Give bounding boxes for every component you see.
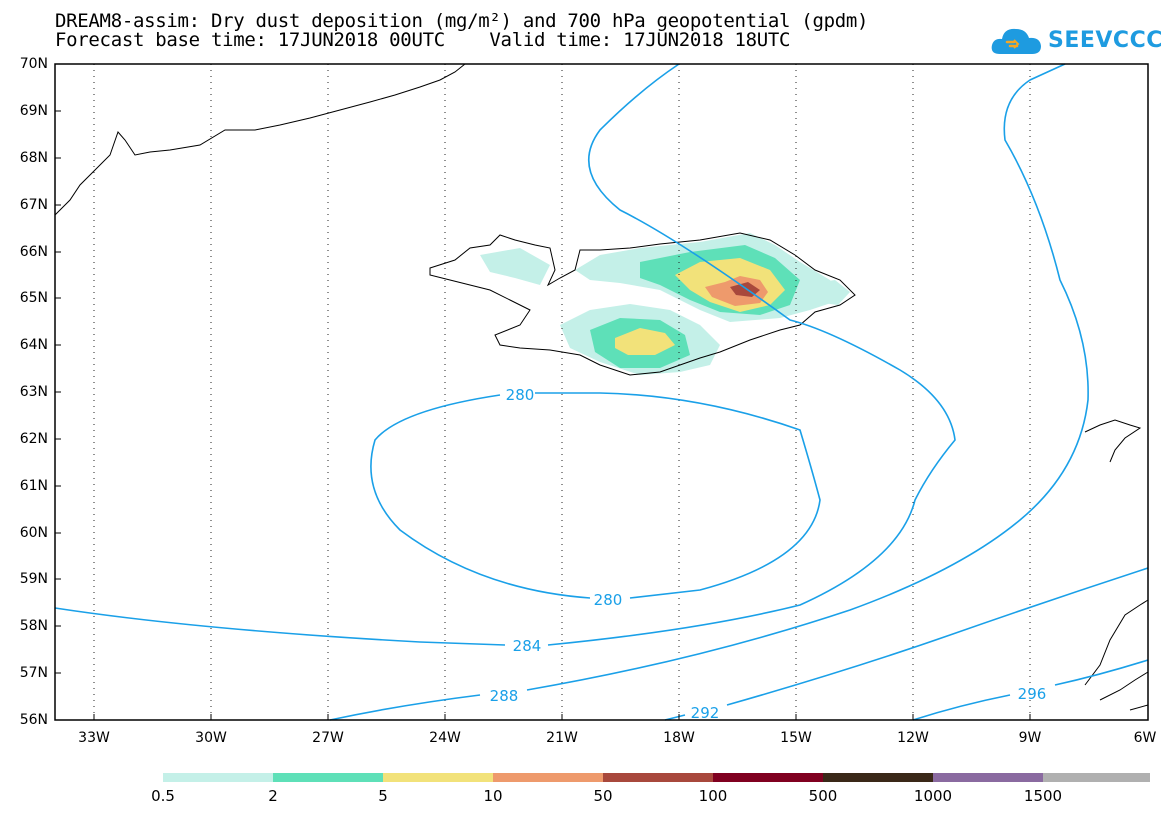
lat-label: 63N bbox=[19, 384, 48, 400]
contour-labels: 280 280 284 288 292 296 bbox=[490, 386, 1047, 722]
dust-fills bbox=[480, 233, 850, 375]
scotland-coast bbox=[1084, 599, 1149, 711]
map-title: DREAM8-assim: Dry dust deposition (mg/m²… bbox=[55, 10, 869, 32]
map-subtitle: Forecast base time: 17JUN2018 00UTC Vali… bbox=[55, 29, 791, 51]
contour-288 bbox=[329, 63, 1089, 721]
contour-292 bbox=[664, 567, 1149, 721]
lat-label: 57N bbox=[19, 665, 48, 681]
coastlines bbox=[54, 63, 1149, 711]
label-288: 288 bbox=[490, 687, 519, 705]
lon-label: 15W bbox=[780, 730, 812, 746]
iceland-coast bbox=[429, 232, 856, 376]
contour-284 bbox=[54, 63, 956, 646]
colorbar-swatch bbox=[493, 773, 603, 782]
colorbar-swatch bbox=[603, 773, 713, 782]
axis-ticks bbox=[55, 63, 1031, 720]
label-296: 296 bbox=[1018, 685, 1047, 703]
colorbar-swatch bbox=[383, 773, 493, 782]
colorbar-swatch bbox=[713, 773, 823, 782]
lat-label: 69N bbox=[19, 103, 48, 119]
colorbar-label: 1500 bbox=[1023, 787, 1063, 805]
lat-label: 64N bbox=[19, 337, 48, 353]
colorbar-swatch bbox=[273, 773, 383, 782]
label-292: 292 bbox=[691, 704, 720, 722]
lat-label: 61N bbox=[19, 478, 48, 494]
lon-label: 9W bbox=[1018, 730, 1042, 746]
graticule bbox=[93, 64, 1031, 720]
lat-label: 56N bbox=[19, 712, 48, 728]
colorbar-label: 1000 bbox=[913, 787, 953, 805]
lat-label: 68N bbox=[19, 150, 48, 166]
colorbar-label: 10 bbox=[483, 787, 503, 805]
colorbar-swatch bbox=[1043, 773, 1150, 782]
label-284: 284 bbox=[513, 637, 542, 655]
colorbar-label: 5 bbox=[378, 787, 388, 805]
colorbar-swatch bbox=[823, 773, 933, 782]
lat-label: 58N bbox=[19, 618, 48, 634]
contour-280 bbox=[370, 392, 821, 599]
faroe-islands bbox=[1084, 419, 1142, 463]
lon-label: 12W bbox=[897, 730, 929, 746]
logo-text: SEEVCCC bbox=[1048, 28, 1163, 53]
lat-label: 65N bbox=[19, 290, 48, 306]
colorbar-label: 0.5 bbox=[151, 787, 175, 805]
map-frame bbox=[54, 63, 1149, 721]
label-280-bottom: 280 bbox=[594, 591, 623, 609]
greenland-coast bbox=[54, 63, 466, 216]
lat-label: 70N bbox=[19, 56, 48, 72]
colorbar-label: 500 bbox=[808, 787, 838, 805]
lon-label: 30W bbox=[195, 730, 227, 746]
contour-296 bbox=[912, 659, 1149, 721]
colorbar-swatch bbox=[163, 773, 273, 782]
colorbar-label: 100 bbox=[698, 787, 728, 805]
lat-label: 59N bbox=[19, 571, 48, 587]
seevccc-logo: SEEVCCC bbox=[990, 20, 1162, 62]
lat-label: 62N bbox=[19, 431, 48, 447]
lon-label: 24W bbox=[429, 730, 461, 746]
lat-label: 66N bbox=[19, 244, 48, 260]
colorbar-swatch bbox=[933, 773, 1043, 782]
lon-label: 33W bbox=[78, 730, 110, 746]
lon-label: 6W bbox=[1133, 730, 1157, 746]
cloud-icon bbox=[991, 28, 1041, 54]
colorbar-label: 50 bbox=[593, 787, 613, 805]
lon-label: 27W bbox=[312, 730, 344, 746]
colorbar-label: 2 bbox=[268, 787, 278, 805]
lat-label: 60N bbox=[19, 525, 48, 541]
lat-label: 67N bbox=[19, 197, 48, 213]
geopotential-contours bbox=[54, 63, 1149, 721]
lon-label: 21W bbox=[546, 730, 578, 746]
lon-label: 18W bbox=[663, 730, 695, 746]
label-280-top: 280 bbox=[506, 386, 535, 404]
